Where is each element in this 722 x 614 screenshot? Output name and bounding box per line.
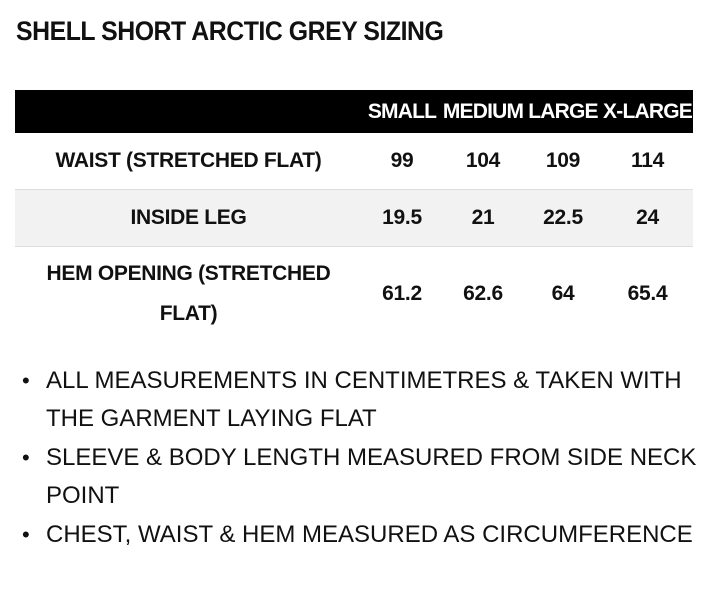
table-cell: 65.4 xyxy=(627,281,668,305)
table-cell: 62.6 xyxy=(463,281,503,305)
table-header: SMALL MEDIUM LARGE X-LARGE xyxy=(15,90,693,133)
table-row: INSIDE LEG 19.5 21 22.5 24 xyxy=(15,189,693,246)
table-cell: 19.5 xyxy=(382,205,422,229)
notes-list: • ALL MEASUREMENTS IN CENTIMETRES & TAKE… xyxy=(22,362,702,555)
table-cell: 24 xyxy=(636,205,659,229)
table-cell: 22.5 xyxy=(543,205,583,229)
table-cell: 104 xyxy=(465,148,501,172)
note-text: SLEEVE & BODY LENGTH MEASURED FROM SIDE … xyxy=(46,444,697,509)
row-label: WAIST (STRETCHED FLAT) xyxy=(55,148,322,172)
row-label: INSIDE LEG xyxy=(130,205,247,229)
list-item: • SLEEVE & BODY LENGTH MEASURED FROM SID… xyxy=(22,439,702,515)
table-cell: 64 xyxy=(551,281,575,305)
page-title: SHELL SHORT ARCTIC GREY SIZING xyxy=(16,16,444,46)
table-cell: 109 xyxy=(545,148,581,172)
table-cell: 99 xyxy=(390,148,414,172)
table-cell: 114 xyxy=(631,148,664,172)
note-text: ALL MEASUREMENTS IN CENTIMETRES & TAKEN … xyxy=(46,367,682,432)
bullet-icon: • xyxy=(22,445,30,470)
size-table: SMALL MEDIUM LARGE X-LARGE WAIST (STRETC… xyxy=(15,90,693,341)
list-item: • ALL MEASUREMENTS IN CENTIMETRES & TAKE… xyxy=(22,362,702,438)
header-cell-small: SMALL xyxy=(367,99,437,123)
note-text: CHEST, WAIST & HEM MEASURED AS CIRCUMFER… xyxy=(46,521,693,548)
table-row: HEM OPENING (STRETCHED FLAT) 61.2 62.6 6… xyxy=(15,246,693,341)
row-label: HEM OPENING (STRETCHED FLAT) xyxy=(46,261,331,325)
bullet-icon: • xyxy=(22,368,30,393)
table-cell: 61.2 xyxy=(382,281,422,305)
bullet-icon: • xyxy=(22,522,30,547)
table-cell: 21 xyxy=(471,205,495,229)
header-cell-large: LARGE xyxy=(528,99,598,123)
header-row: SMALL MEDIUM LARGE X-LARGE xyxy=(15,90,693,133)
list-item: • CHEST, WAIST & HEM MEASURED AS CIRCUMF… xyxy=(22,516,702,554)
header-cell-label xyxy=(15,90,362,133)
header-cell-x-large: X-LARGE xyxy=(603,99,693,123)
table-row: WAIST (STRETCHED FLAT) 99 104 109 114 xyxy=(15,133,693,189)
header-cell-medium: MEDIUM xyxy=(442,99,524,123)
